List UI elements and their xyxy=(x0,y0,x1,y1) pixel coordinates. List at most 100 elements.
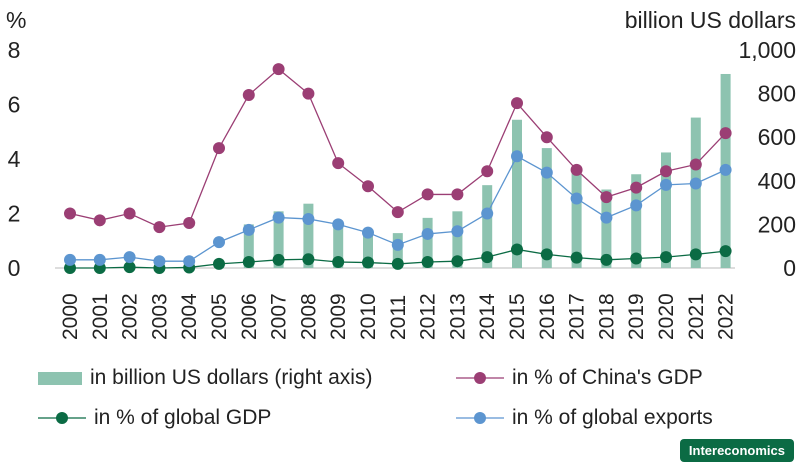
bar xyxy=(690,117,701,268)
series-point xyxy=(242,223,255,236)
series-point xyxy=(630,199,643,212)
right-axis-unit: billion US dollars xyxy=(625,7,796,33)
series-point xyxy=(689,248,702,261)
series-point xyxy=(600,253,613,266)
bar xyxy=(482,185,493,268)
series-point xyxy=(213,236,225,249)
series-point xyxy=(540,166,553,179)
left-axis-unit: % xyxy=(6,7,26,33)
legend-label-global-exports: in % of global exports xyxy=(512,406,713,429)
series-point xyxy=(302,87,315,100)
legend-item-bars: in billion US dollars (right axis) xyxy=(38,366,372,390)
series-point xyxy=(183,255,196,268)
series-point xyxy=(421,188,434,201)
series-point xyxy=(481,165,494,178)
series-point xyxy=(451,255,464,268)
series-point xyxy=(93,214,106,227)
series-point xyxy=(242,256,255,269)
series-point xyxy=(123,251,136,264)
series-point xyxy=(630,181,643,194)
series-point xyxy=(540,248,553,261)
series-point xyxy=(481,251,494,264)
bar xyxy=(661,152,671,268)
left-tick-label: 2 xyxy=(8,201,21,227)
x-tick-label: 2005 xyxy=(208,293,231,340)
legend-label-china-gdp: in % of China's GDP xyxy=(512,366,703,389)
series-point xyxy=(272,211,285,224)
series-point xyxy=(153,255,166,268)
legend-label-bars: in billion US dollars (right axis) xyxy=(90,366,373,389)
right-tick-label: 0 xyxy=(783,255,796,281)
brand-logo: Intereconomics xyxy=(679,439,794,462)
left-axis-ticks: 0 2 4 6 8 xyxy=(8,37,21,281)
x-axis-labels: 2000 2001 2002 2003 2004 2005 2006 2007 2008 2009… xyxy=(59,293,738,340)
x-tick-label: 2016 xyxy=(536,293,559,340)
series-point xyxy=(421,227,434,240)
bar xyxy=(512,119,522,268)
series-point xyxy=(570,251,583,264)
bar xyxy=(243,224,254,268)
right-axis-ticks: 0 200 400 600 800 1,000 xyxy=(738,37,796,281)
x-tick-label: 2013 xyxy=(446,293,469,340)
series-point xyxy=(600,191,613,204)
series-point xyxy=(689,158,702,171)
x-tick-label: 2010 xyxy=(357,293,380,340)
series-point xyxy=(123,207,136,220)
series-point xyxy=(660,251,672,264)
series-point xyxy=(451,225,464,238)
legend-bar-swatch xyxy=(38,372,82,385)
series-line xyxy=(69,68,727,228)
x-tick-label: 2008 xyxy=(297,293,320,340)
series-point xyxy=(719,245,732,258)
series-point xyxy=(391,257,404,270)
x-tick-label: 2020 xyxy=(655,293,678,340)
series-point xyxy=(242,88,255,101)
bar xyxy=(452,211,463,268)
series-point xyxy=(302,212,315,225)
left-tick-label: 8 xyxy=(8,37,21,63)
series-point xyxy=(153,221,166,234)
series-point xyxy=(451,188,464,201)
series-point xyxy=(332,256,345,269)
x-tick-label: 2003 xyxy=(148,293,171,340)
x-tick-label: 2017 xyxy=(566,293,589,340)
bar xyxy=(303,203,314,268)
series-point xyxy=(332,218,345,231)
series-point xyxy=(570,192,583,205)
x-tick-label: 2004 xyxy=(178,293,201,340)
bar xyxy=(333,224,344,268)
x-tick-label: 2021 xyxy=(685,293,708,340)
series-point xyxy=(660,178,672,191)
series-point xyxy=(600,211,613,224)
right-tick-label: 200 xyxy=(758,211,796,237)
legend-item-global-gdp: in % of global GDP xyxy=(38,406,271,430)
x-tick-label: 2014 xyxy=(476,293,499,340)
series-point xyxy=(362,226,374,239)
line-series xyxy=(64,63,732,274)
series-point xyxy=(540,131,553,144)
bar xyxy=(273,211,284,268)
bar xyxy=(422,217,433,268)
x-tick-label: 2007 xyxy=(268,293,291,340)
series-point xyxy=(719,127,732,140)
right-tick-label: 1,000 xyxy=(738,37,796,63)
series-point xyxy=(64,207,76,220)
series-point xyxy=(93,253,106,266)
series-point xyxy=(362,256,374,269)
legend-global-exports-marker xyxy=(456,412,504,424)
series-point xyxy=(421,256,434,269)
series-point xyxy=(332,157,345,170)
series-point xyxy=(123,261,136,274)
series-point xyxy=(689,177,702,190)
x-tick-label: 2002 xyxy=(119,293,142,340)
right-tick-label: 800 xyxy=(758,81,796,107)
x-tick-label: 2018 xyxy=(595,293,618,340)
series-point xyxy=(391,238,404,251)
series-point xyxy=(213,142,225,155)
series-point xyxy=(64,253,76,266)
x-tick-label: 2012 xyxy=(417,293,440,340)
bar xyxy=(541,148,552,268)
right-tick-label: 600 xyxy=(758,124,796,150)
right-tick-label: 400 xyxy=(758,168,796,194)
